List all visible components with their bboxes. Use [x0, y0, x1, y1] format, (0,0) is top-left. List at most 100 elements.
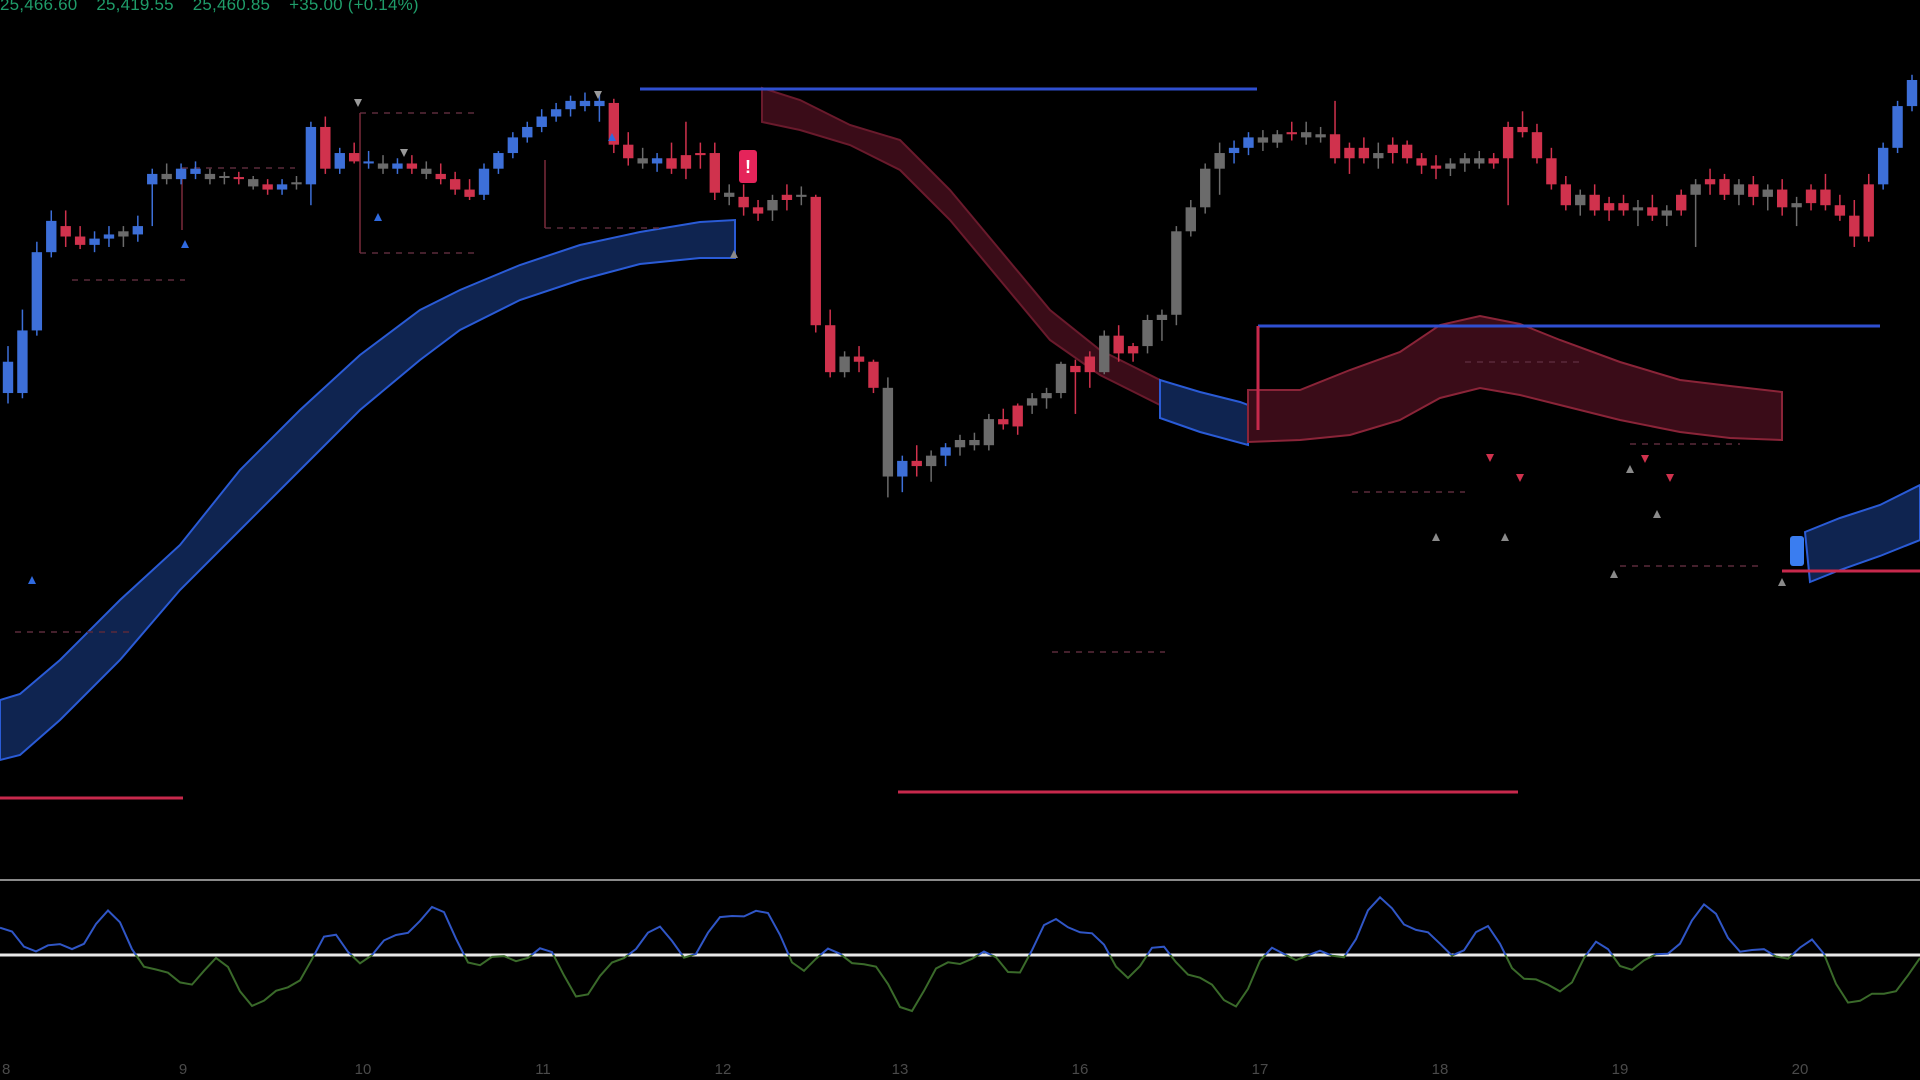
candle-62[interactable]	[897, 455, 908, 493]
candle-13[interactable]	[190, 161, 201, 180]
candle-51[interactable]	[738, 184, 749, 216]
candle-101[interactable]	[1459, 153, 1471, 172]
candle-83[interactable]	[1200, 163, 1211, 214]
candle-72[interactable]	[1041, 387, 1052, 409]
candle-47[interactable]	[680, 121, 692, 180]
candle-80[interactable]	[1156, 309, 1168, 341]
candle-91[interactable]	[1315, 126, 1326, 143]
candle-86[interactable]	[1243, 132, 1254, 156]
candle-68[interactable]	[983, 413, 995, 451]
candle-33[interactable]	[478, 163, 490, 200]
candle-129[interactable]	[1863, 173, 1874, 242]
candle-94[interactable]	[1358, 137, 1370, 164]
candle-116[interactable]	[1676, 189, 1687, 216]
candle-90[interactable]	[1300, 121, 1312, 145]
candle-66[interactable]	[954, 434, 966, 456]
candle-117[interactable]	[1690, 179, 1701, 247]
candle-84[interactable]	[1214, 142, 1225, 195]
candle-98[interactable]	[1416, 153, 1427, 174]
candle-48[interactable]	[695, 142, 706, 169]
candle-131[interactable]	[1892, 100, 1903, 154]
candle-121[interactable]	[1748, 176, 1759, 206]
candle-25[interactable]	[363, 150, 374, 169]
candle-70[interactable]	[1012, 403, 1023, 435]
candle-132[interactable]	[1906, 74, 1918, 112]
candle-110[interactable]	[1589, 184, 1600, 216]
candle-46[interactable]	[666, 142, 677, 174]
candle-7[interactable]	[103, 226, 115, 247]
candle-104[interactable]	[1502, 121, 1514, 206]
candle-73[interactable]	[1055, 361, 1067, 399]
candle-57[interactable]	[824, 309, 836, 378]
candle-42[interactable]	[608, 98, 620, 154]
candle-115[interactable]	[1661, 205, 1672, 227]
candle-39[interactable]	[565, 95, 576, 117]
candle-123[interactable]	[1776, 179, 1788, 216]
candle-22[interactable]	[320, 116, 331, 174]
candle-63[interactable]	[911, 445, 922, 477]
candle-105[interactable]	[1517, 111, 1528, 138]
candle-37[interactable]	[536, 109, 547, 133]
candle-112[interactable]	[1618, 194, 1629, 216]
candle-56[interactable]	[810, 194, 821, 333]
candle-55[interactable]	[796, 186, 807, 206]
candle-100[interactable]	[1445, 158, 1456, 176]
candle-85[interactable]	[1228, 140, 1240, 164]
candle-77[interactable]	[1113, 325, 1124, 362]
candle-16[interactable]	[233, 171, 244, 185]
candle-58[interactable]	[839, 351, 850, 378]
candle-53[interactable]	[767, 194, 778, 221]
candle-31[interactable]	[449, 171, 461, 195]
candle-89[interactable]	[1286, 121, 1297, 141]
candle-125[interactable]	[1805, 184, 1817, 211]
candle-54[interactable]	[781, 184, 793, 211]
candle-12[interactable]	[175, 163, 187, 185]
candle-128[interactable]	[1849, 200, 1860, 247]
candle-34[interactable]	[493, 150, 504, 174]
candle-41[interactable]	[594, 92, 605, 122]
candle-14[interactable]	[204, 168, 216, 185]
candle-24[interactable]	[348, 142, 360, 164]
candle-127[interactable]	[1834, 194, 1846, 221]
candle-113[interactable]	[1632, 200, 1644, 227]
candle-4[interactable]	[60, 210, 71, 247]
candle-10[interactable]	[147, 168, 158, 227]
candle-107[interactable]	[1546, 147, 1557, 190]
candle-65[interactable]	[940, 443, 951, 467]
candle-5[interactable]	[74, 226, 86, 250]
candle-109[interactable]	[1575, 189, 1586, 216]
candle-103[interactable]	[1488, 153, 1499, 169]
candle-118[interactable]	[1704, 168, 1716, 195]
candle-30[interactable]	[435, 163, 446, 185]
signal-badge[interactable]: !	[739, 150, 757, 183]
candle-61[interactable]	[882, 377, 894, 498]
candle-17[interactable]	[248, 176, 259, 190]
candle-23[interactable]	[334, 147, 345, 174]
candle-93[interactable]	[1344, 142, 1355, 174]
candle-20[interactable]	[291, 176, 302, 190]
candle-59[interactable]	[853, 346, 865, 373]
candle-96[interactable]	[1387, 137, 1398, 164]
candle-92[interactable]	[1329, 100, 1341, 164]
candle-76[interactable]	[1099, 330, 1110, 375]
candle-6[interactable]	[89, 231, 100, 253]
candle-21[interactable]	[305, 121, 317, 206]
candle-36[interactable]	[522, 121, 533, 143]
candle-95[interactable]	[1373, 142, 1384, 169]
candle-3[interactable]	[46, 210, 57, 258]
candle-124[interactable]	[1791, 196, 1802, 227]
candle-71[interactable]	[1026, 393, 1038, 414]
candle-28[interactable]	[406, 155, 418, 174]
candle-81[interactable]	[1171, 226, 1182, 326]
candle-74[interactable]	[1070, 359, 1081, 414]
candle-60[interactable]	[868, 359, 879, 394]
candle-38[interactable]	[550, 102, 562, 122]
candle-106[interactable]	[1531, 123, 1543, 164]
candle-88[interactable]	[1272, 130, 1283, 148]
candle-19[interactable]	[276, 179, 288, 195]
candle-50[interactable]	[724, 184, 735, 206]
candle-120[interactable]	[1733, 179, 1745, 206]
candle-27[interactable]	[392, 158, 403, 174]
candle-52[interactable]	[752, 200, 764, 221]
candle-8[interactable]	[118, 226, 129, 247]
